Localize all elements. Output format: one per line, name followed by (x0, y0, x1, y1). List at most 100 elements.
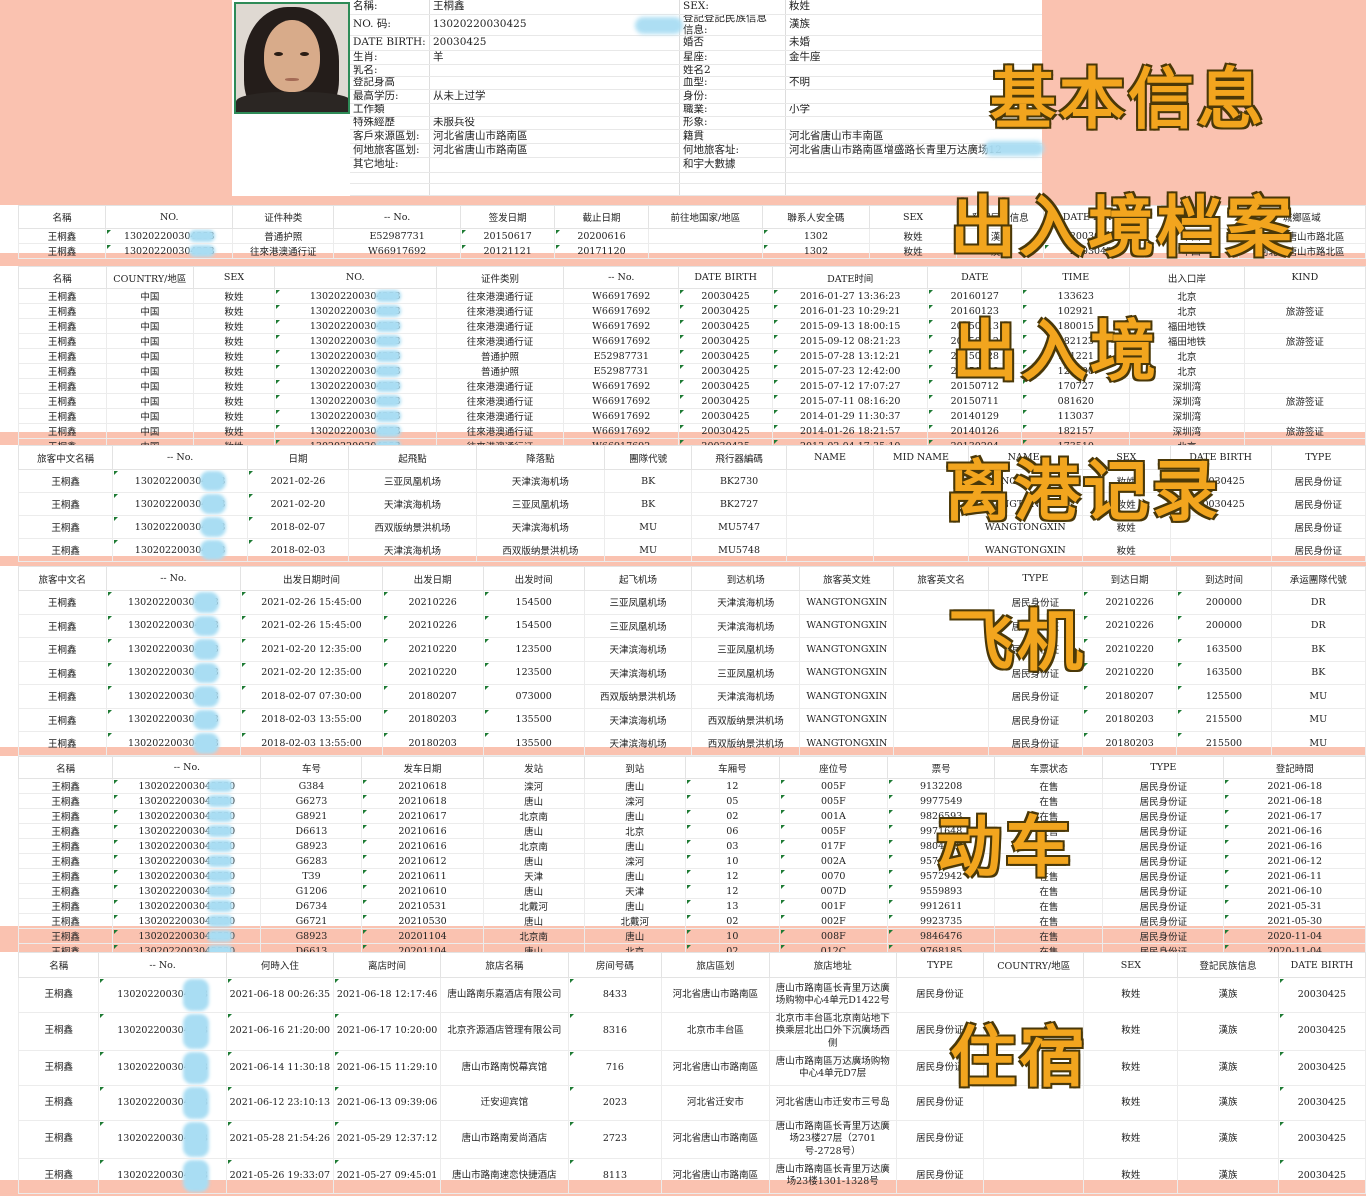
cell: 王桐鑫 (18, 613, 107, 638)
cell: 005F (778, 823, 888, 839)
cell: 9846476 (886, 928, 996, 944)
column-header: 房间号碼 (567, 952, 663, 978)
cell: 北京 (1129, 288, 1245, 304)
column-header: 离店时间 (332, 952, 442, 978)
cell: 唐山 (482, 793, 585, 809)
cell: 20210226 (381, 613, 484, 638)
cell: 20030425 (677, 348, 774, 364)
table-row: 王桐鑫 130202200304253 2021-05-28 21:54:26 202… (17, 1120, 1366, 1160)
cell: W66917692 (563, 408, 679, 424)
field-label: 婚否 (680, 36, 786, 50)
table-entry-exit-records: 名稱 COUNTRY/地區 SEX NO. 证件类别 -- No. DATE BIRTH DA… (0, 266, 1366, 469)
cell: 中国 (105, 363, 195, 379)
table-row: 王桐鑫 1302022003042530 D6613 20210616 唐山 北京 06 00… (17, 823, 1366, 839)
cell: 籹姓 (1083, 1011, 1179, 1052)
table-row: 王桐鑫 130202200304253 2021-02-26 15:45:00 202… (18, 590, 1366, 615)
cell: 河北省唐山市路南區 (661, 1050, 770, 1087)
table-row: 王桐鑫 130202200304253 2021-02-26 15:45:00 202… (18, 613, 1366, 638)
cell: 王桐鑫 (17, 793, 114, 809)
cell: 20210618 (361, 778, 484, 794)
cell: 200000 (1176, 613, 1272, 638)
cell: 20180203 (1082, 731, 1178, 756)
cell: 1302022003042530 (112, 778, 262, 794)
cell: 旅游签证 (1243, 423, 1366, 439)
cell: 漢族 (956, 243, 1045, 259)
cell: 20171120 (554, 243, 649, 259)
cell: 8433 (567, 977, 663, 1013)
column-header: NO. (105, 205, 234, 229)
cell: 居民身份证 (987, 707, 1084, 732)
field-label: 職業: (680, 104, 786, 116)
cell: 河北省迁安市 (661, 1085, 770, 1122)
column-header: 登記時間 (1223, 756, 1366, 779)
column-header: 出入口岸 (1129, 266, 1245, 289)
column-header: 旅客中文名稱 (17, 445, 114, 470)
cell: 1302022003042530 (112, 823, 262, 839)
cell: 籹姓 (193, 393, 275, 409)
column-header: 出发日期时间 (240, 566, 383, 591)
column-header: 发车日期 (361, 756, 484, 779)
table-row: 王桐鑫 1302022003042530 G8923 20210616 北京南 唐山 03 0… (17, 838, 1366, 854)
cell: 20200616 (554, 228, 649, 244)
cell: 居民身份证 (895, 1050, 984, 1087)
cell: 居民身份证 (987, 731, 1084, 756)
cell: 2021-06-16 (1223, 823, 1366, 839)
cell: 唐山市路南速恋快捷酒店 (440, 1158, 569, 1195)
cell: 135500 (482, 707, 585, 732)
cell: 2018-02-03 (246, 538, 349, 562)
cell: 163500 (1176, 660, 1272, 685)
column-header: DATE BIRTH (677, 266, 774, 289)
cell: 20210220 (1082, 660, 1178, 685)
cell (785, 469, 875, 493)
cell (873, 515, 969, 539)
field-value (786, 158, 1042, 172)
cell: 王桐鑫 (17, 1050, 100, 1087)
cell: 154500 (482, 613, 585, 638)
table-row: 王桐鑫 130202200304253 2021-02-20 12:35:00 202… (18, 660, 1366, 685)
cell: 123500 (482, 637, 585, 662)
cell: G6273 (260, 793, 363, 809)
cell: 2021-02-20 12:35:00 (240, 637, 383, 662)
cell: 20121121 (460, 243, 556, 259)
cell: 天津滨海机场 (691, 590, 801, 615)
cell: 漢族 (1177, 1120, 1279, 1160)
cell: 20030425 (677, 288, 774, 304)
field-label (680, 184, 786, 195)
table-row: 王桐鑫 1302022003042530 G6283 20210612 唐山 滦河 10 00… (17, 853, 1366, 869)
column-header: 起飛點 (347, 445, 477, 470)
field-label: 工作類 (350, 104, 430, 116)
cell: 籹姓 (193, 363, 275, 379)
cell: W66917692 (563, 303, 679, 319)
cell: 唐山 (583, 778, 686, 794)
cell (873, 538, 969, 562)
cell: 唐山 (583, 928, 686, 944)
cell (1243, 318, 1366, 334)
cell: 深圳湾 (1129, 408, 1245, 424)
cell: 1302022003042530 (112, 898, 262, 914)
column-header: 车票状态 (994, 756, 1104, 779)
column-header: 登記民族信息 (1177, 952, 1279, 978)
cell: 居民身份证 (1102, 868, 1225, 884)
cell: 1302 (761, 243, 871, 259)
cell: 居民身份证 (1270, 538, 1366, 562)
cell: 天津滨海机场 (691, 613, 801, 638)
cell: 王桐鑫 (18, 590, 107, 615)
cell: T39 (260, 868, 363, 884)
column-header: 截止日期 (554, 205, 649, 229)
field-label: 生肖: (350, 51, 430, 64)
watermark-airplane: 飞机 (948, 602, 1086, 680)
cell: 20210617 (361, 808, 484, 824)
cell: 1302022003042530 (112, 838, 262, 854)
cell: 20030425 (1277, 1050, 1366, 1087)
cell: 02 (684, 808, 780, 824)
cell: 王桐鑫 (17, 853, 114, 869)
cell: 居民身份证 (1102, 838, 1225, 854)
cell: MU5747 (691, 515, 787, 539)
column-header: COUNTRY/地區 (105, 266, 195, 289)
basic-info-panel: 名稱: 王桐鑫 SEX: 籹姓 NO. 码: 13020220030425 登記登記民族信息… (232, 0, 1044, 196)
cell: 130202200304253 (273, 378, 437, 394)
cell: 籹姓 (193, 348, 275, 364)
column-header: 團隊代號 (603, 445, 693, 470)
cell: 20030425 (1277, 1120, 1366, 1160)
